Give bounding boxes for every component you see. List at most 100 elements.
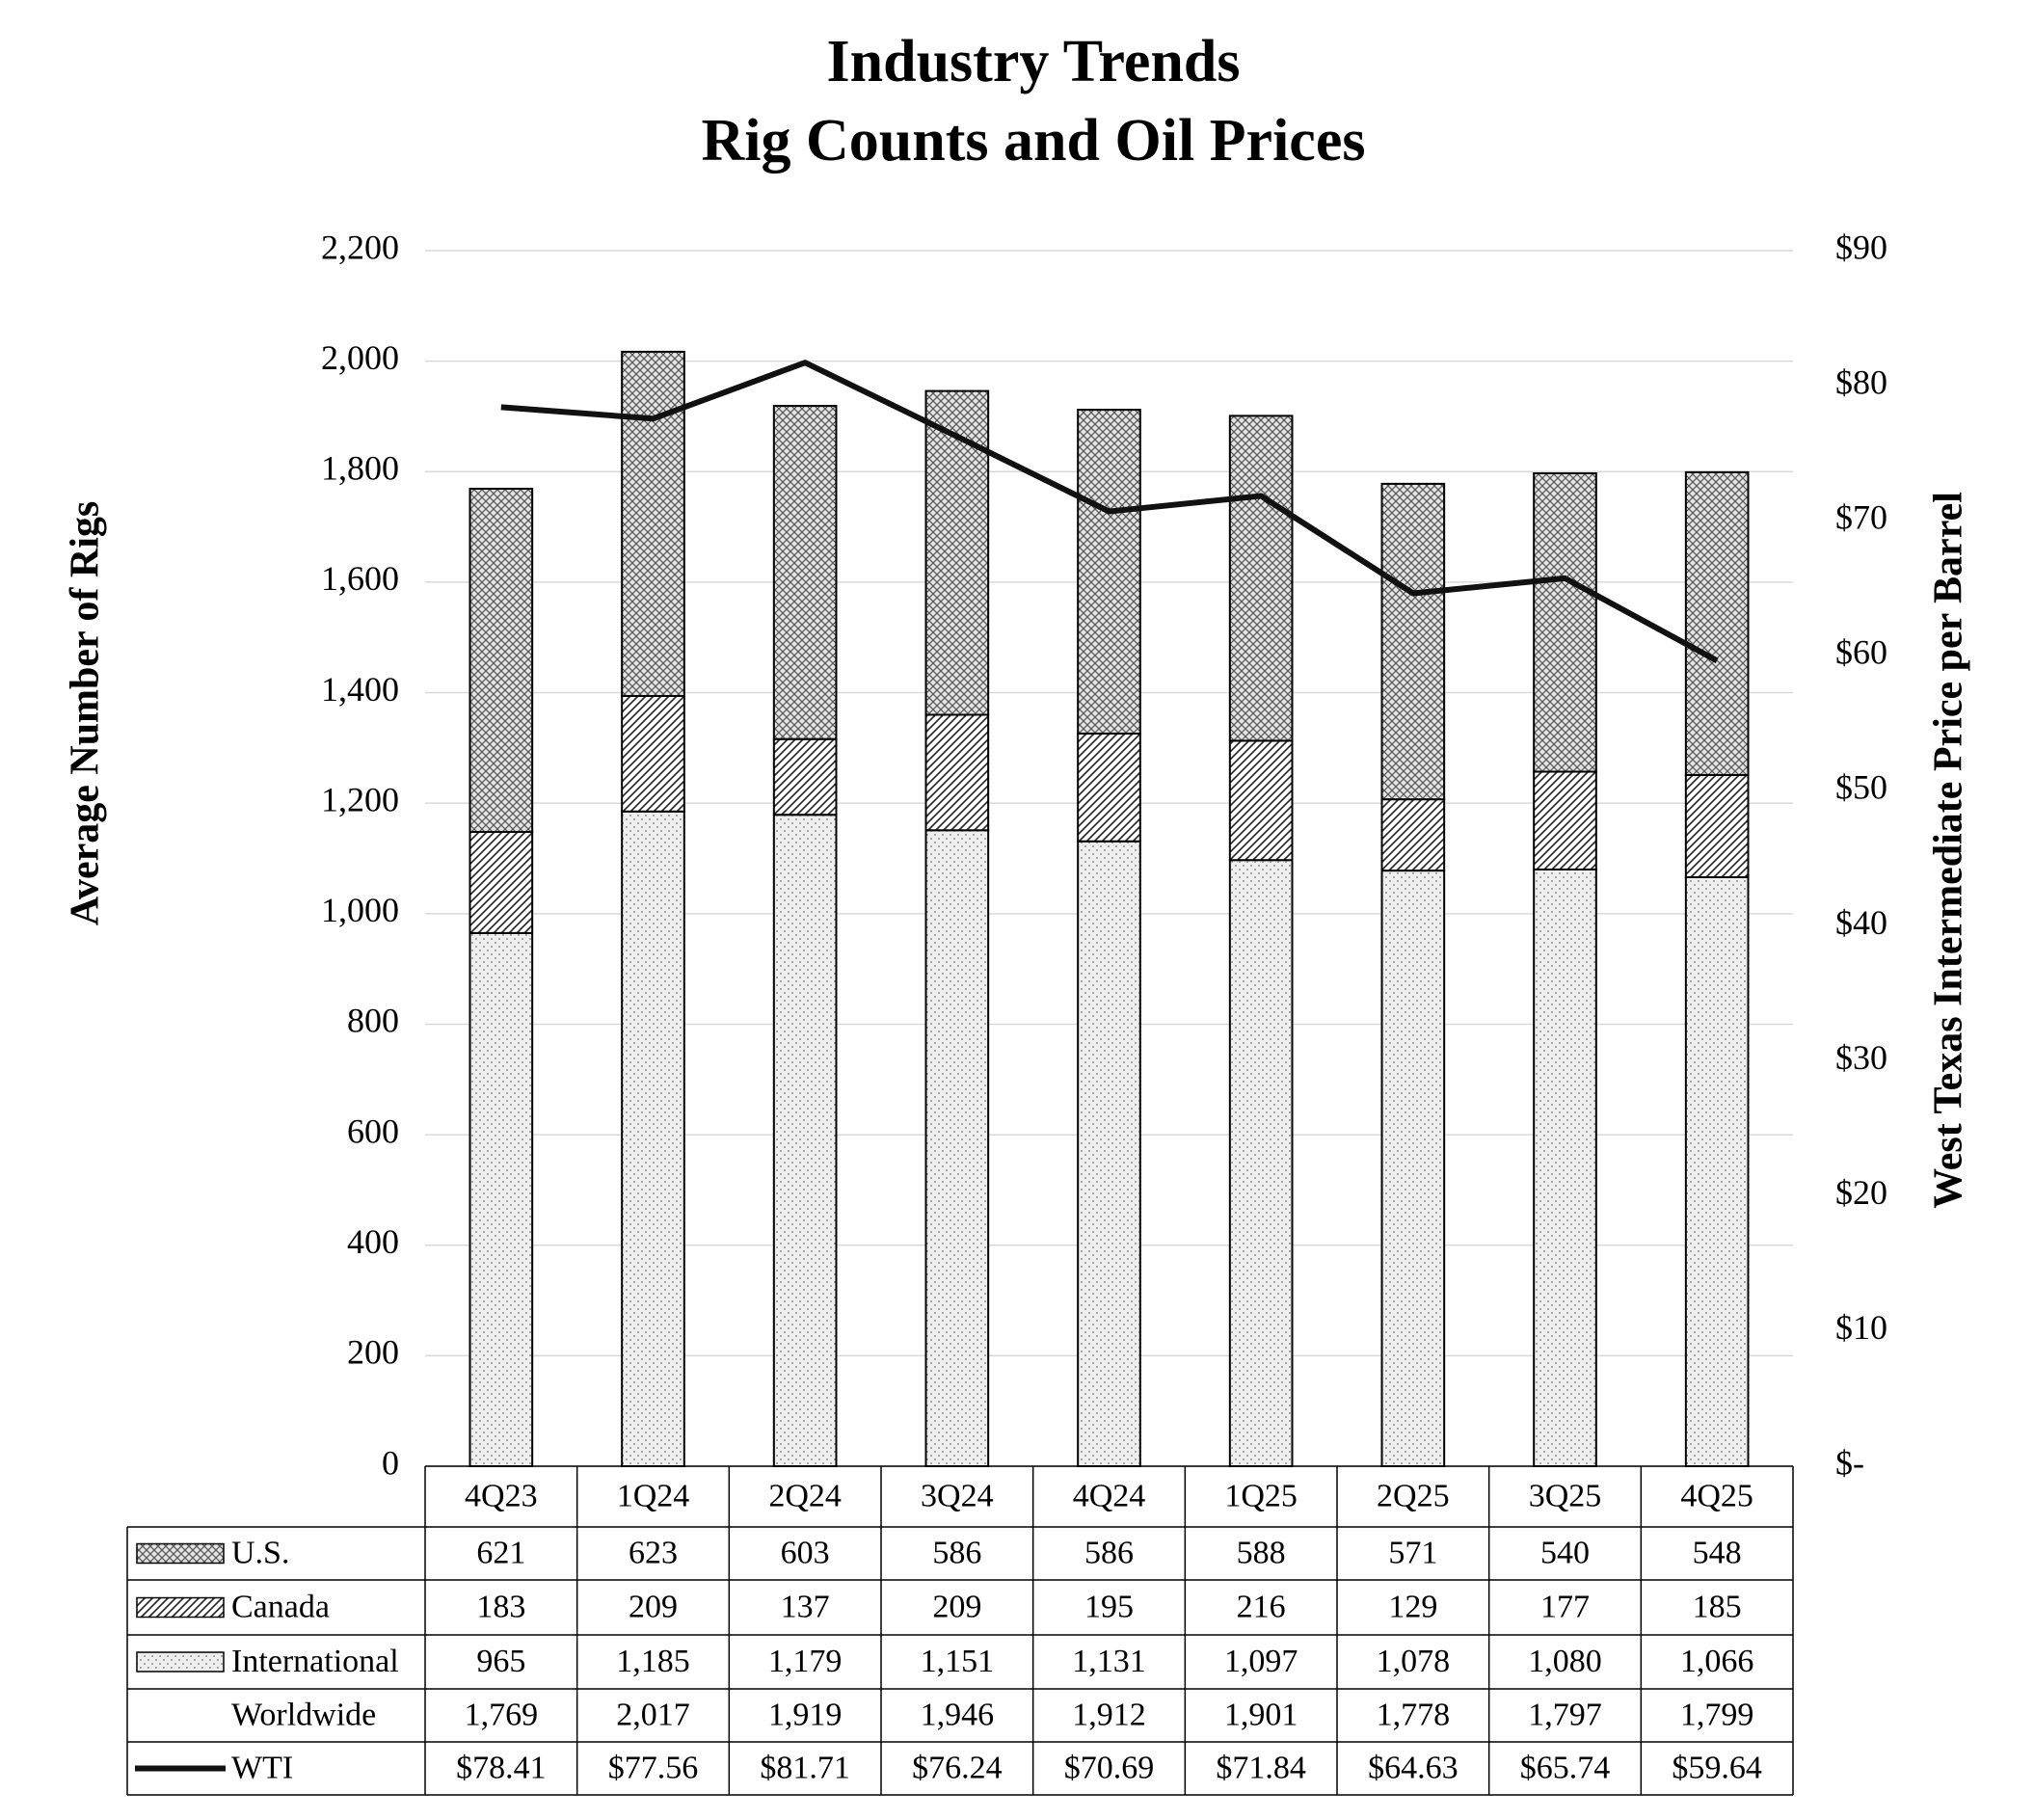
y-tick-label: 1,600	[321, 559, 399, 598]
table-value: 965	[476, 1644, 525, 1679]
bar-segment	[772, 405, 838, 740]
line-series	[500, 360, 1719, 664]
y-tick-label: 1,800	[321, 449, 399, 488]
bar-segment	[1228, 739, 1294, 862]
table-value: 209	[629, 1589, 678, 1624]
table-value: 623	[629, 1535, 678, 1570]
bar-segment	[924, 829, 990, 1467]
bar-segment	[1533, 868, 1597, 1467]
table-value: 1,078	[1377, 1644, 1451, 1679]
bar-segment	[772, 814, 838, 1467]
table-value: 586	[932, 1535, 981, 1570]
legend-swatch	[136, 1596, 225, 1619]
x-tick-label: 2Q24	[768, 1478, 842, 1513]
legend-label: Canada	[231, 1589, 330, 1624]
chart-title: Industry Trends	[826, 29, 1240, 94]
table-value: 621	[476, 1535, 525, 1570]
table-value: 216	[1237, 1589, 1286, 1624]
bar-segment	[468, 830, 534, 934]
y-tick-label: 2,000	[321, 338, 399, 377]
bar-segment	[772, 737, 838, 816]
table-value: 540	[1540, 1535, 1590, 1570]
y2-tick-label: $-	[1835, 1443, 1864, 1482]
bar-segment	[1684, 470, 1750, 776]
table-value: 1,797	[1528, 1697, 1602, 1732]
table-value: 129	[1388, 1589, 1437, 1624]
y-tick-label: 2,200	[321, 228, 399, 266]
table-value: $70.69	[1064, 1750, 1155, 1785]
table-value: 1,080	[1528, 1644, 1602, 1679]
bar-segment	[468, 488, 534, 833]
bar-segment	[1533, 770, 1597, 870]
table-value: 1,778	[1377, 1697, 1451, 1732]
table-value: $81.71	[760, 1750, 850, 1785]
table-value: 1,912	[1072, 1697, 1146, 1732]
bar-segment	[1380, 798, 1446, 872]
y2-tick-label: $90	[1835, 228, 1887, 266]
y-tick-label: 0	[382, 1443, 399, 1482]
y2-tick-label: $40	[1835, 903, 1887, 942]
chart-subtitle: Rig Counts and Oil Prices	[702, 108, 1366, 174]
bar-segment	[1380, 482, 1446, 801]
table-value: 548	[1693, 1535, 1742, 1570]
y2-tick-label: $80	[1835, 362, 1887, 401]
table-value: 177	[1540, 1589, 1590, 1624]
bar-segment	[1228, 415, 1294, 742]
x-tick-label: 1Q24	[617, 1478, 690, 1513]
y-tick-label: 1,400	[321, 670, 399, 709]
bar-segment	[621, 350, 685, 697]
y-tick-label: 400	[347, 1222, 399, 1261]
x-tick-label: 2Q25	[1377, 1478, 1450, 1513]
y2-tick-label: $50	[1835, 768, 1887, 807]
table-value: 209	[932, 1589, 981, 1624]
table-value: 1,131	[1072, 1644, 1146, 1679]
legend-label: International	[231, 1644, 399, 1679]
bar-segment	[621, 694, 685, 813]
table-value: 1,919	[768, 1697, 843, 1732]
x-tick-label: 4Q25	[1680, 1478, 1753, 1513]
y-tick-label: 800	[347, 1002, 399, 1040]
table-value: 1,799	[1680, 1697, 1754, 1732]
table-value: 1,185	[616, 1644, 690, 1679]
table-value: 1,946	[921, 1697, 995, 1732]
table-value: 137	[781, 1589, 830, 1624]
bar-segment	[1684, 875, 1750, 1467]
table-value: 588	[1237, 1535, 1286, 1570]
table-value: 195	[1084, 1589, 1134, 1624]
y2-tick-label: $70	[1835, 497, 1887, 536]
legend-label: WTI	[231, 1750, 293, 1785]
legend-label: Worldwide	[231, 1697, 376, 1732]
table-value: $78.41	[456, 1750, 547, 1785]
table-value: $65.74	[1520, 1750, 1611, 1785]
y-tick-label: 1,000	[321, 891, 399, 929]
table-value: 185	[1693, 1589, 1742, 1624]
y-tick-label: 600	[347, 1111, 399, 1150]
bar-segment	[1077, 409, 1141, 735]
table-value: 1,097	[1224, 1644, 1298, 1679]
y-tick-label: 1,200	[321, 780, 399, 818]
x-tick-label: 1Q25	[1224, 1478, 1298, 1513]
bar-segment	[1533, 471, 1597, 773]
y2-tick-label: $10	[1835, 1308, 1887, 1347]
bar-segment	[1077, 732, 1141, 843]
y-tick-label: 200	[347, 1333, 399, 1372]
legend-label: U.S.	[231, 1535, 289, 1570]
bar-segment	[468, 931, 534, 1467]
table-value: 1,179	[768, 1644, 843, 1679]
x-tick-label: 3Q24	[921, 1478, 994, 1513]
table-value: 603	[781, 1535, 830, 1570]
table-value: $64.63	[1368, 1750, 1459, 1785]
table-value: $71.84	[1216, 1750, 1306, 1785]
y2-tick-label: $30	[1835, 1038, 1887, 1077]
legend-swatch	[136, 1651, 225, 1673]
x-tick-label: 4Q23	[465, 1478, 538, 1513]
legend-swatch	[136, 1542, 225, 1565]
table-value: 1,151	[921, 1644, 995, 1679]
bar-segment	[1077, 840, 1141, 1467]
bar-segment	[924, 713, 990, 832]
y-axis-title: Average Number of Rigs	[64, 501, 108, 926]
table-value: 1,901	[1224, 1697, 1298, 1732]
table-value: 586	[1084, 1535, 1134, 1570]
table-value: 571	[1388, 1535, 1437, 1570]
